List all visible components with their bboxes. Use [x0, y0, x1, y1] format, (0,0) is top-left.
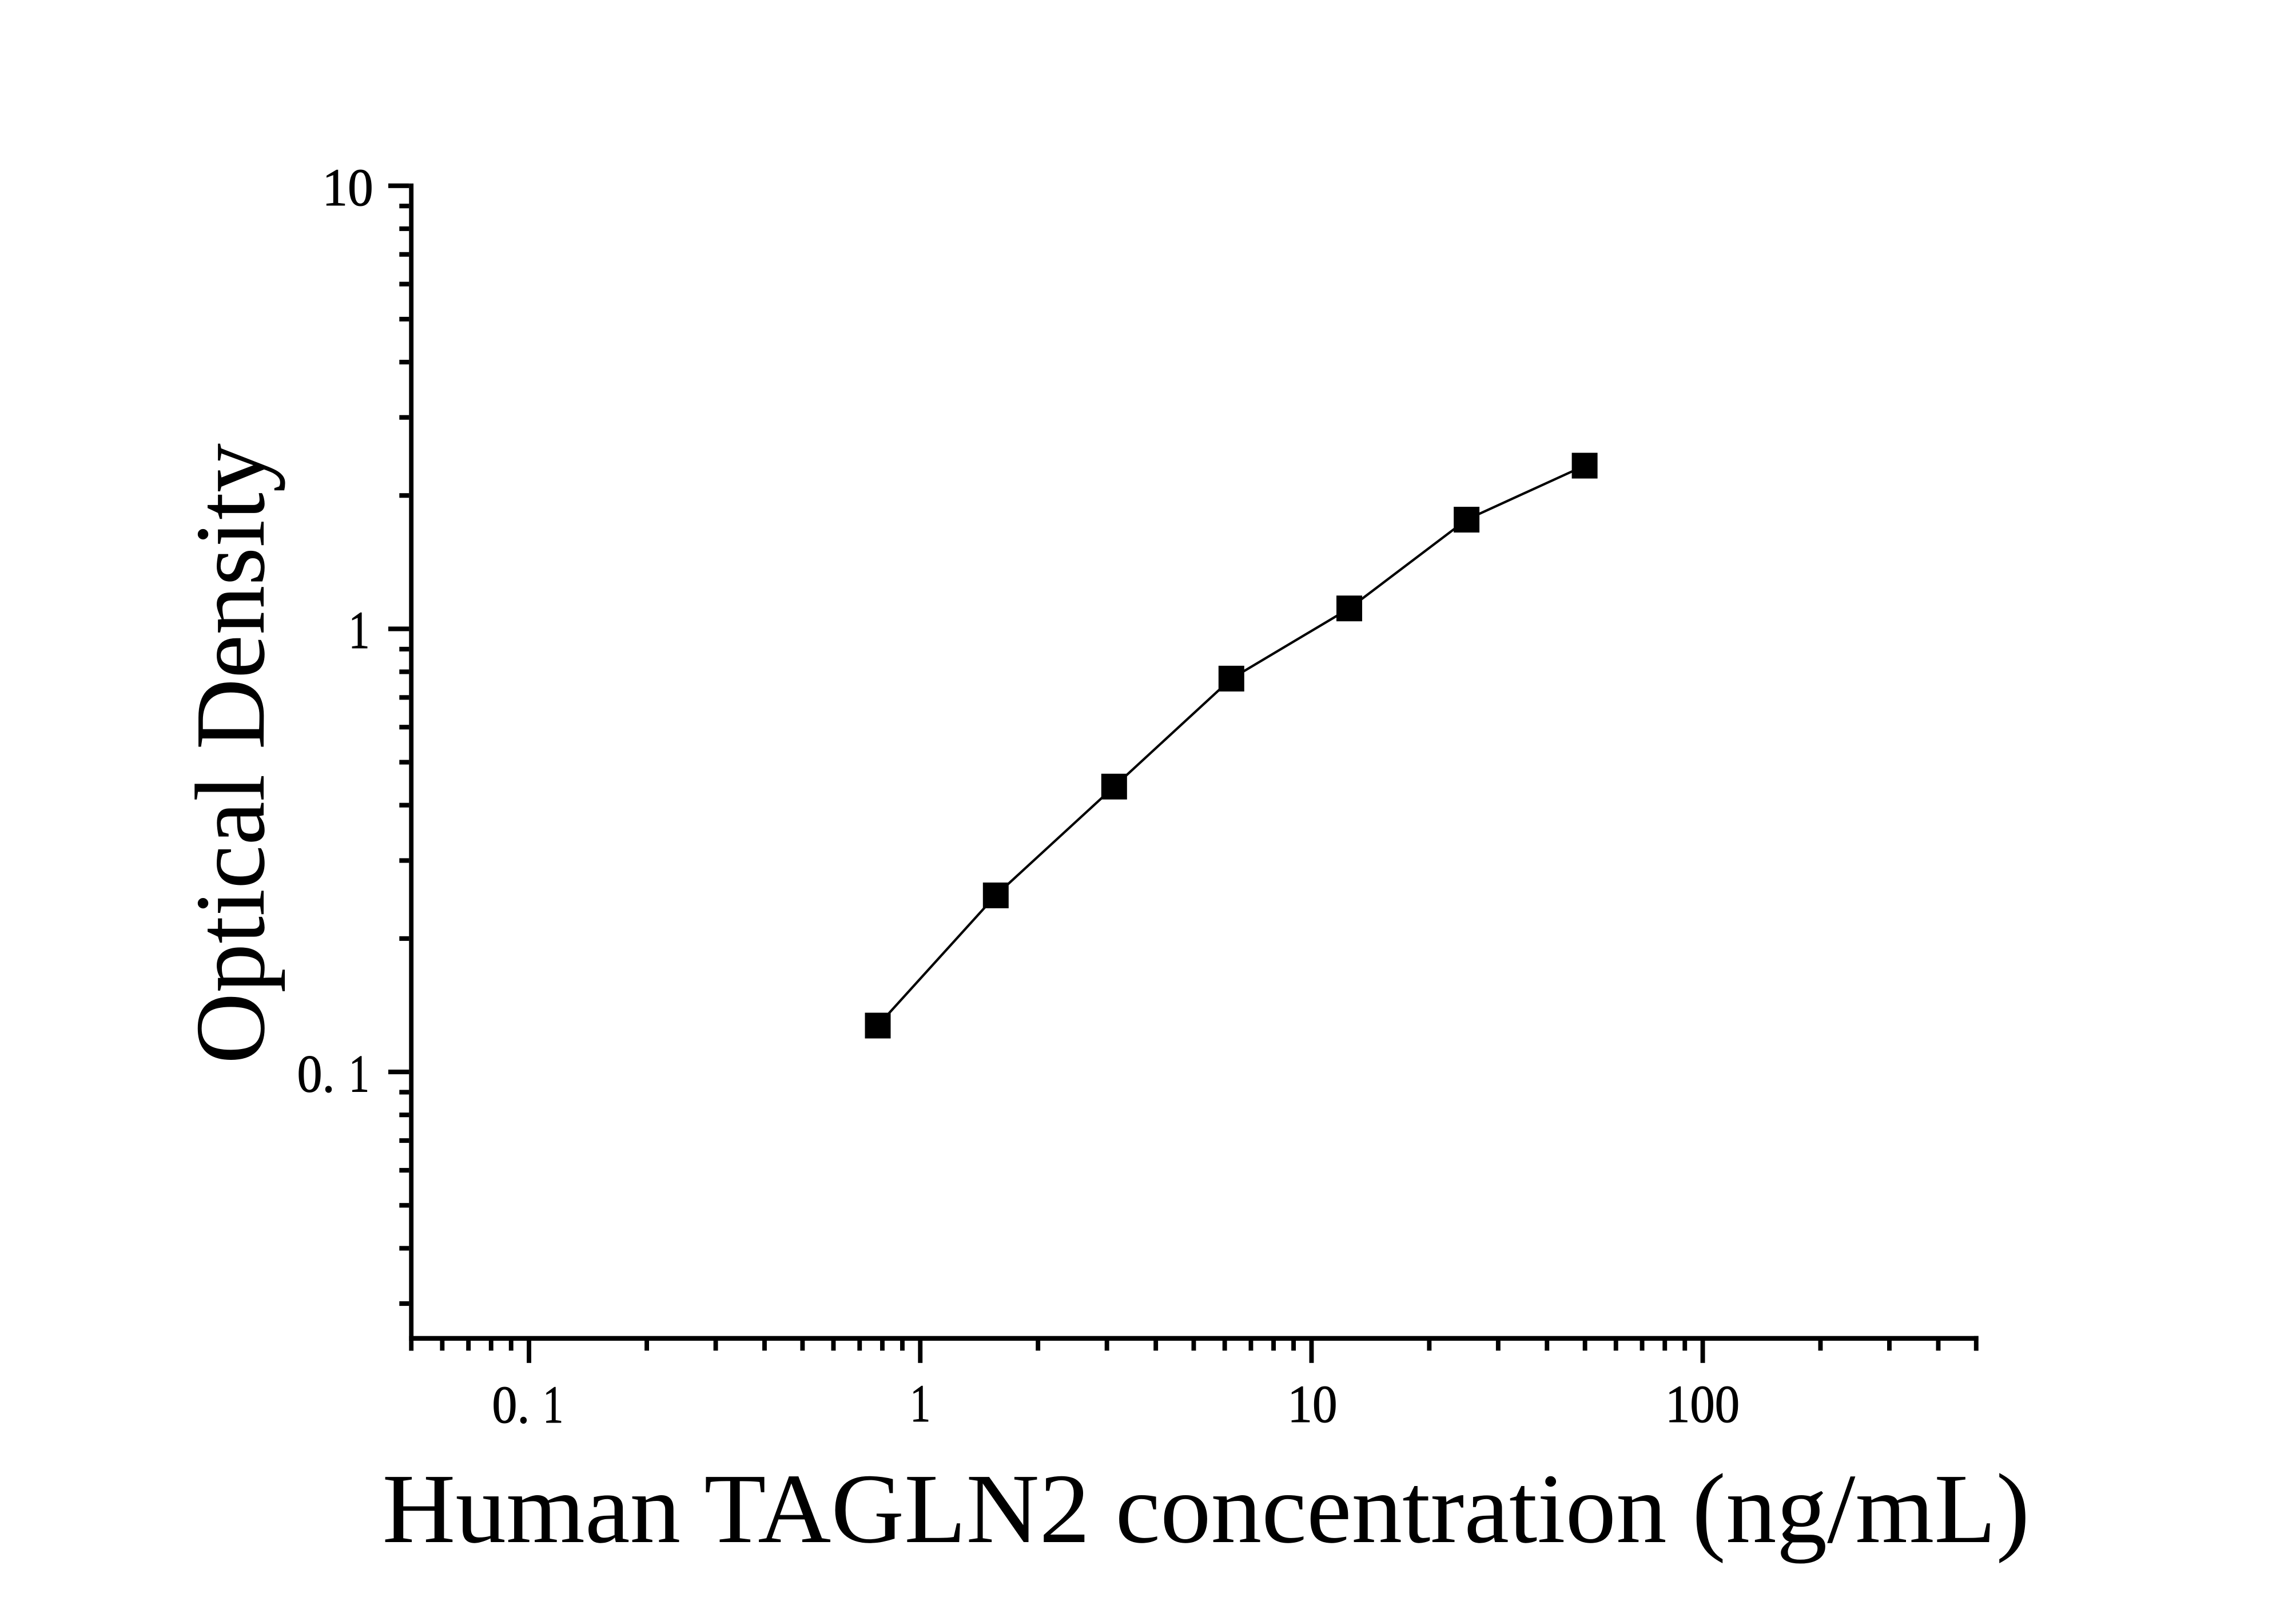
svg-text:0.: 0. — [297, 1045, 335, 1104]
svg-text:1: 1 — [349, 601, 370, 660]
svg-text:0.: 0. — [492, 1376, 530, 1435]
svg-text:Human TAGLN2 concentration (ng: Human TAGLN2 concentration (ng/mL) — [383, 1453, 2030, 1564]
svg-text:1: 1 — [349, 1045, 369, 1104]
svg-text:100: 100 — [1665, 1375, 1740, 1434]
svg-text:10: 10 — [323, 158, 373, 217]
svg-text:10: 10 — [1288, 1375, 1338, 1434]
svg-text:1: 1 — [543, 1376, 563, 1435]
svg-text:Optical Density: Optical Density — [175, 443, 285, 1064]
svg-text:1: 1 — [910, 1374, 930, 1433]
